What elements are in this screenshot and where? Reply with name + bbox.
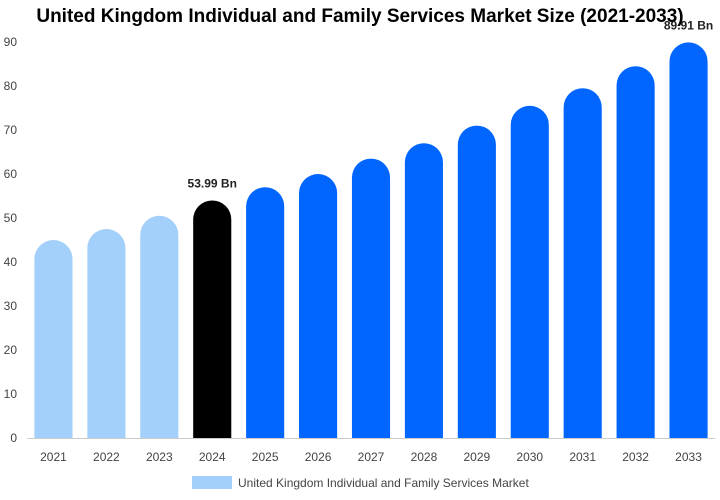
y-tick-label: 90 (4, 35, 18, 49)
bar-2022[interactable] (87, 229, 126, 438)
bar-2032[interactable] (616, 66, 655, 438)
data-label-2033: 89.91 Bn (664, 18, 713, 32)
x-tick-label: 2030 (516, 450, 543, 464)
bars (34, 42, 708, 439)
chart-title: United Kingdom Individual and Family Ser… (36, 6, 684, 27)
y-tick-label: 30 (4, 299, 18, 313)
y-tick-label: 20 (4, 343, 18, 357)
y-tick-label: 50 (4, 211, 18, 225)
bar-2023[interactable] (140, 215, 179, 438)
bar-2030[interactable] (510, 105, 549, 439)
x-tick-label: 2031 (569, 450, 596, 464)
x-tick-label: 2032 (622, 450, 649, 464)
y-tick-label: 60 (4, 167, 18, 181)
bar-2026[interactable] (299, 174, 338, 438)
bar-2028[interactable] (404, 143, 443, 438)
bar-2027[interactable] (351, 158, 391, 438)
x-tick-label: 2024 (199, 450, 226, 464)
y-tick-label: 0 (10, 431, 17, 445)
bar-2024[interactable] (193, 200, 232, 438)
data-labels: 53.99 Bn 89.91 Bn (188, 18, 714, 190)
x-tick-label: 2022 (93, 450, 120, 464)
y-tick-label: 40 (4, 255, 18, 269)
y-tick-label: 80 (4, 79, 18, 93)
legend-swatch (192, 476, 232, 489)
x-tick-label: 2023 (146, 450, 173, 464)
bar-2025[interactable] (246, 187, 285, 438)
x-tick-label: 2029 (463, 450, 490, 464)
bar-2031[interactable] (563, 88, 602, 438)
x-tick-label: 2027 (358, 450, 385, 464)
x-tick-label: 2021 (40, 450, 67, 464)
x-axis: 2021 2022 2023 2024 2025 2026 2027 2028 2029 2030… (27, 438, 715, 464)
y-axis: 0 10 20 30 40 50 60 70 80 90 (4, 35, 18, 445)
x-tick-label: 2028 (411, 450, 438, 464)
data-label-2024: 53.99 Bn (188, 176, 237, 190)
y-tick-label: 70 (4, 123, 18, 137)
x-tick-label: 2025 (252, 450, 279, 464)
bar-2021[interactable] (34, 240, 73, 438)
legend-label: United Kingdom Individual and Family Ser… (238, 476, 529, 490)
bar-2029[interactable] (457, 125, 496, 439)
x-tick-label: 2033 (675, 450, 702, 464)
bar-2033[interactable] (669, 42, 708, 439)
y-tick-label: 10 (4, 387, 18, 401)
x-tick-label: 2026 (305, 450, 332, 464)
legend[interactable]: United Kingdom Individual and Family Ser… (192, 476, 529, 490)
